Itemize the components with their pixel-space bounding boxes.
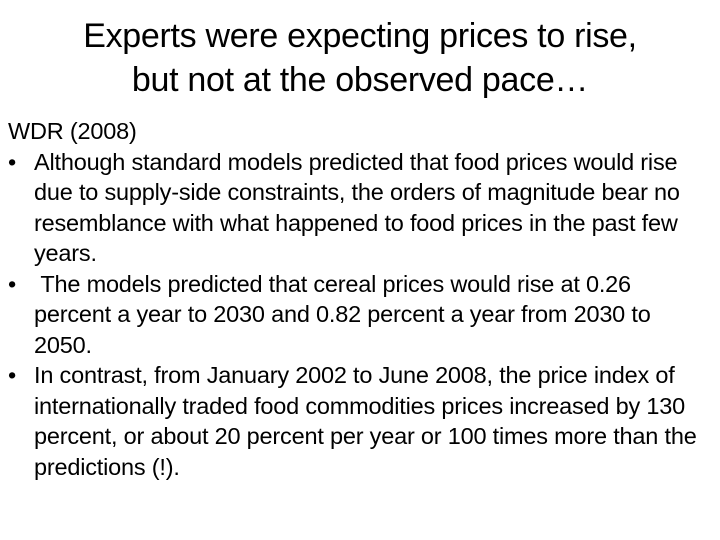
title-line-2: but not at the observed pace…	[131, 61, 589, 99]
bullet-marker: •	[8, 362, 17, 388]
slide-body: WDR (2008) • Although standard models pr…	[8, 116, 714, 482]
bullet-item-2: • The models predicted that cereal price…	[8, 269, 714, 361]
bullet-item-1: • Although standard models predicted tha…	[8, 147, 714, 269]
bullet-marker: •	[8, 270, 17, 297]
bullet-marker: •	[8, 148, 17, 175]
bullet-text-3: In contrast, from January 2002 to June 2…	[34, 362, 697, 480]
bullet-list: • Although standard models predicted tha…	[8, 147, 714, 483]
bullet-text-1: Although standard models predicted that …	[34, 148, 680, 267]
source-heading: WDR (2008)	[8, 118, 137, 144]
slide-title: Experts were expecting prices to rise, b…	[40, 14, 680, 102]
bullet-text-2: The models predicted that cereal prices …	[34, 270, 657, 358]
title-line-1: Experts were expecting prices to rise,	[83, 17, 637, 55]
bullet-item-3: • In contrast, from January 2002 to June…	[8, 360, 714, 482]
